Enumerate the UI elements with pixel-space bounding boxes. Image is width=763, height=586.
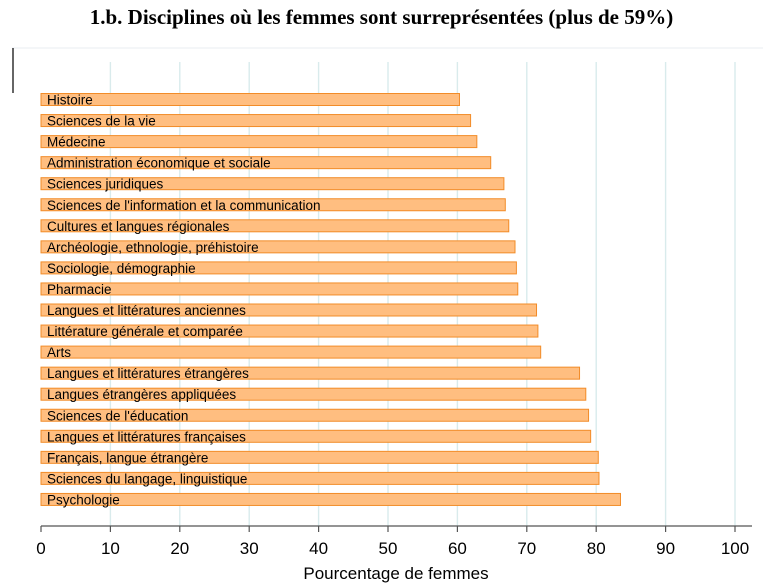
x-tick-label: 0 [36,539,45,558]
x-tick-label: 60 [448,539,467,558]
bar [40,366,581,380]
bar-label: Langues et littératures françaises [47,429,246,444]
bar [40,240,516,254]
bar [40,177,505,191]
bar-label: Pharmacie [47,282,112,297]
bar [40,450,599,464]
x-tick-label: 10 [101,539,120,558]
bar-label: Langues et littératures étrangères [47,366,249,381]
bar [40,303,538,317]
bar-label: Sciences de la vie [47,114,156,129]
x-tick-label: 90 [656,539,675,558]
bar-label: Sciences juridiques [47,177,164,192]
bar-label: Administration économique et sociale [47,156,271,171]
bar-label: Psychologie [47,492,120,507]
x-tick-label: 30 [240,539,259,558]
bar [40,93,460,106]
x-tick-label: 70 [517,539,536,558]
bar [40,471,600,485]
bar-label: Cultures et langues régionales [47,219,230,234]
bar [40,324,539,338]
bars: Histoire Sciences de la vie Médecine Admini… [40,93,621,507]
bar [40,492,621,506]
bar-label: Histoire [47,93,93,108]
bar-label: Sciences du langage, linguistique [47,471,247,486]
bar-label: Langues étrangères appliquées [47,387,236,402]
x-tick-label: 100 [721,539,749,558]
bar [40,261,517,275]
bar-label: Langues et littératures anciennes [47,303,246,318]
bar [40,345,542,359]
x-tick-label: 20 [170,539,189,558]
bar [40,282,519,296]
x-tick-label: 80 [587,539,606,558]
bar-label: Littérature générale et comparée [47,324,243,339]
x-tick-label: 50 [379,539,398,558]
bar [40,114,472,128]
bar [40,198,506,212]
bar-label: Archéologie, ethnologie, préhistoire [47,240,259,255]
bar [40,135,478,149]
bar [40,156,492,170]
bar-label: Médecine [47,135,106,150]
bar-label: Sociologie, démographie [47,261,196,276]
x-tick-label: 40 [309,539,328,558]
bar-label: Français, langue étrangère [47,450,208,465]
bar [40,219,510,233]
x-axis-title: Pourcentage de femmes [303,564,488,583]
bar [40,387,587,401]
bar [40,408,590,422]
bar [40,429,592,443]
chart-title: 1.b. Disciplines où les femmes sont surr… [89,5,674,29]
x-axis: 0 10 20 30 40 50 60 70 80 90 100 [36,525,752,558]
bar-label: Arts [47,345,71,360]
bar-label: Sciences de l'éducation [47,408,188,423]
bar-label: Sciences de l'information et la communic… [47,198,320,213]
